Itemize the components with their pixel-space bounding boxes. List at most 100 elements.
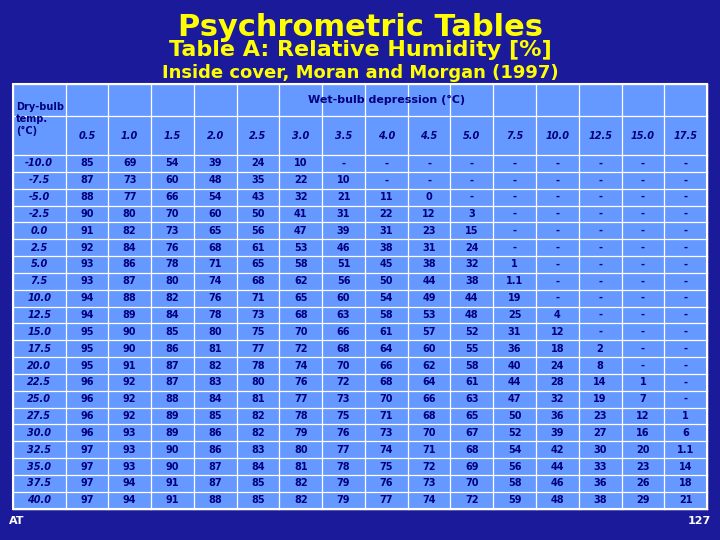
Text: -: - [641,209,645,219]
Text: 76: 76 [379,478,393,488]
Text: 66: 66 [379,361,393,370]
Text: 4.5: 4.5 [420,131,438,140]
Text: 70: 70 [465,478,479,488]
Text: 37.5: 37.5 [27,478,51,488]
Text: -: - [598,242,602,253]
Text: 86: 86 [208,428,222,438]
Text: 65: 65 [465,411,479,421]
Text: -: - [555,192,559,202]
Text: 54: 54 [166,158,179,168]
Text: -: - [641,310,645,320]
Text: 39: 39 [337,226,350,236]
Text: 22: 22 [294,176,307,185]
Text: 4: 4 [554,310,561,320]
Text: -: - [641,361,645,370]
Text: 70: 70 [294,327,307,337]
Text: 0.5: 0.5 [78,131,96,140]
Text: 95: 95 [80,343,94,354]
Text: -: - [555,226,559,236]
Text: -: - [513,176,516,185]
Text: 92: 92 [123,411,136,421]
Text: 21: 21 [337,192,350,202]
Text: Inside cover, Moran and Morgan (1997): Inside cover, Moran and Morgan (1997) [162,64,558,82]
Text: 74: 74 [379,445,393,455]
Text: 12.5: 12.5 [588,131,612,140]
Text: 1: 1 [639,377,647,387]
Text: 4.0: 4.0 [378,131,395,140]
Text: -7.5: -7.5 [29,176,50,185]
Text: 82: 82 [294,478,307,488]
Text: 53: 53 [294,242,307,253]
Text: 23: 23 [593,411,607,421]
Text: 81: 81 [208,343,222,354]
Text: 64: 64 [423,377,436,387]
Text: AT: AT [9,516,24,526]
Text: 97: 97 [80,462,94,471]
Text: 18: 18 [551,343,564,354]
Text: 31: 31 [508,327,521,337]
Text: 24: 24 [465,242,479,253]
Text: 32.5: 32.5 [27,445,51,455]
Text: 88: 88 [208,495,222,505]
Text: 90: 90 [166,462,179,471]
Text: 82: 82 [251,411,265,421]
Text: 89: 89 [166,411,179,421]
Text: -: - [470,158,474,168]
Text: -: - [684,242,688,253]
Text: 87: 87 [166,377,179,387]
Text: 2.0: 2.0 [207,131,224,140]
Text: 75: 75 [337,411,350,421]
Text: -: - [555,158,559,168]
Text: Wet-bulb depression (°C): Wet-bulb depression (°C) [307,95,465,105]
Text: 93: 93 [80,276,94,286]
Text: 79: 79 [337,495,350,505]
Text: 76: 76 [294,377,307,387]
Text: 8: 8 [597,361,603,370]
Text: 71: 71 [251,293,265,303]
Text: 73: 73 [251,310,265,320]
Text: 73: 73 [337,394,350,404]
Text: 11: 11 [379,192,393,202]
Text: 87: 87 [166,361,179,370]
Text: 93: 93 [80,259,94,269]
Text: 77: 77 [123,192,136,202]
Text: 72: 72 [294,343,307,354]
Text: 28: 28 [551,377,564,387]
Text: -: - [684,394,688,404]
Text: 86: 86 [123,259,137,269]
Text: 72: 72 [465,495,479,505]
Text: 31: 31 [379,226,393,236]
Text: -: - [598,226,602,236]
Text: -: - [598,209,602,219]
Text: 66: 66 [166,192,179,202]
Text: 47: 47 [508,394,521,404]
Text: 96: 96 [80,377,94,387]
Text: 3: 3 [469,209,475,219]
Text: 23: 23 [636,462,649,471]
Text: -: - [684,293,688,303]
Text: -: - [470,192,474,202]
Text: 12: 12 [551,327,564,337]
Text: 44: 44 [465,293,479,303]
Text: 68: 68 [337,343,351,354]
Text: 68: 68 [379,377,393,387]
Text: 39: 39 [209,158,222,168]
Text: 46: 46 [551,478,564,488]
Text: -: - [684,377,688,387]
Text: 14: 14 [679,462,693,471]
Text: -: - [427,176,431,185]
Text: 73: 73 [423,478,436,488]
Text: 32: 32 [294,192,307,202]
Text: -: - [684,276,688,286]
Text: -: - [513,209,516,219]
Text: 65: 65 [251,259,265,269]
Text: Table A: Relative Humidity [%]: Table A: Relative Humidity [%] [168,40,552,60]
Text: 83: 83 [251,445,265,455]
Text: 86: 86 [166,343,179,354]
Text: 80: 80 [294,445,307,455]
Text: -: - [641,226,645,236]
Text: 5.0: 5.0 [463,131,480,140]
Text: -2.5: -2.5 [29,209,50,219]
Text: 84: 84 [123,242,137,253]
Text: -: - [641,192,645,202]
